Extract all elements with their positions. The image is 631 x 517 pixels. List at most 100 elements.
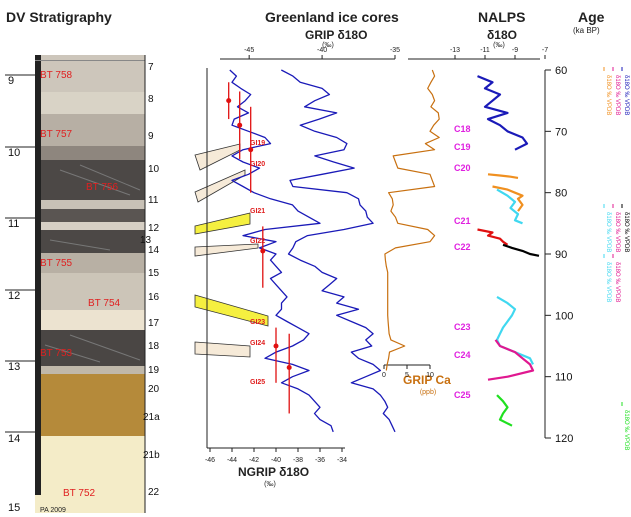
ngrip-axis-unit: (‰) xyxy=(264,481,276,488)
layer-number: 19 xyxy=(148,365,160,376)
legend-entry: δ18O ‰ VPDB xyxy=(605,75,611,115)
sample-label: BT 754 xyxy=(88,298,120,309)
age-tick-label: 80 xyxy=(555,188,567,200)
c-labels: C18 C19 C20 C21 C22 C23 C24 C25 xyxy=(454,124,471,400)
ca-tick-label: 5 xyxy=(405,372,409,379)
grip-ticks: -45 -40 -35 xyxy=(244,47,400,59)
nalps-axis-unit: (‰) xyxy=(493,42,505,49)
ngrip-line xyxy=(229,69,334,433)
sample-label: BT 753 xyxy=(40,348,72,359)
nalps-line xyxy=(496,394,513,427)
age-tick-label: 110 xyxy=(555,372,573,384)
layer-number: 21b xyxy=(143,450,160,461)
nalps-tick-label: -13 xyxy=(450,47,460,54)
error-bar-point xyxy=(260,248,266,254)
greenland-title: Greenland ice cores xyxy=(265,9,399,25)
nalps-line xyxy=(477,228,509,246)
layer-number: 7 xyxy=(148,62,154,73)
ca-ticks: 0 5 10 xyxy=(382,365,434,379)
ca-line xyxy=(384,69,440,371)
nalps-line xyxy=(477,75,529,151)
ngrip-tick-label: -36 xyxy=(315,457,325,464)
legend-entry: δ18O ‰ VPDB xyxy=(623,410,629,450)
sample-labels: BT 758 BT 757 BT 756 BT 755 BT 754 BT 75… xyxy=(40,70,120,514)
legend-entry: δ18O ‰ VPDB xyxy=(614,212,620,252)
layer-number: 15 xyxy=(148,268,160,279)
legend-entry: δ18O ‰ VPDB xyxy=(614,75,620,115)
age-tick-label: 70 xyxy=(555,126,567,138)
depth-label: 11 xyxy=(8,218,19,230)
grip-ca-series xyxy=(384,69,440,371)
nalps-line xyxy=(487,173,519,179)
legend-entry: δ18O ‰ VPDB xyxy=(623,212,629,252)
legend-entry: δ18O ‰ VPDB xyxy=(605,212,611,252)
age-tick-label: 90 xyxy=(555,249,567,261)
ngrip-tick-label: -38 xyxy=(293,457,303,464)
sample-label: BT 757 xyxy=(40,129,72,140)
depth-label: 10 xyxy=(8,147,20,159)
depth-label: 12 xyxy=(8,290,20,302)
gi-label: GI21 xyxy=(250,208,265,215)
legend-entry: δ18O ‰ VPDB xyxy=(605,262,611,302)
error-bar-point xyxy=(286,364,292,370)
nalps-tick-label: -11 xyxy=(480,47,490,54)
c-label: C20 xyxy=(454,163,471,173)
age-tick-label: 120 xyxy=(555,433,573,445)
depth-label: 9 xyxy=(8,75,14,87)
legend-entry: δ18O ‰ VPDB xyxy=(614,262,620,302)
ngrip-tick-label: -44 xyxy=(227,457,237,464)
layer-number: 22 xyxy=(148,487,160,498)
nalps-tick-label: -7 xyxy=(542,47,548,54)
grip-series xyxy=(280,69,396,433)
ca-tick-label: 0 xyxy=(382,372,386,379)
nalps-line xyxy=(496,188,523,225)
c-label: C25 xyxy=(454,390,471,400)
ngrip-plot xyxy=(206,68,345,449)
layer-numbers: 7 8 9 10 11 12 13 14 15 16 17 18 19 20 2… xyxy=(140,62,160,498)
age-error-bars xyxy=(226,82,292,414)
layer-number: 8 xyxy=(148,94,154,105)
grip-line xyxy=(280,69,396,433)
layer-number: 10 xyxy=(148,164,160,175)
sample-label: BT 752 xyxy=(63,488,95,499)
error-bar-point xyxy=(237,122,243,128)
correlation-wedges xyxy=(194,143,269,358)
ca-axis-unit: (ppb) xyxy=(420,389,436,396)
gi-label: GI23 xyxy=(250,319,265,326)
nalps-subtitle: δ18O xyxy=(487,28,517,42)
sample-label: BT 755 xyxy=(40,258,72,269)
nalps-line xyxy=(487,339,535,381)
c-label: C22 xyxy=(454,242,471,252)
gi-labels: GI19 GI20 GI21 GI22 GI23 GI24 GI25 xyxy=(250,140,265,386)
nalps-tick-label: -9 xyxy=(512,47,518,54)
error-bar-point xyxy=(273,343,279,349)
age-axis: 60 70 80 90 100 110 120 xyxy=(545,65,573,445)
ngrip-tick-label: -42 xyxy=(249,457,259,464)
gi-label: GI25 xyxy=(250,379,265,386)
photo-credit: PA 2009 xyxy=(40,507,66,514)
layer-number: 18 xyxy=(148,341,160,352)
layer-number: 20 xyxy=(148,384,160,395)
grip-axis-unit: (‰) xyxy=(322,42,334,49)
age-title: Age xyxy=(578,9,605,25)
layer-number: 13 xyxy=(140,235,152,246)
depth-axis: 9 10 11 12 13 14 15 xyxy=(5,74,35,514)
ngrip-ticks: -46 -44 -42 -40 -38 -36 -34 xyxy=(205,448,347,464)
ngrip-tick-label: -46 xyxy=(205,457,215,464)
nalps-title: NALPS xyxy=(478,9,525,25)
nalps-line xyxy=(495,295,534,365)
layer-number: 21a xyxy=(143,412,160,423)
layer-number: 12 xyxy=(148,223,160,234)
grip-tick-label: -40 xyxy=(317,47,327,54)
c-label: C24 xyxy=(454,350,471,360)
layer-number: 11 xyxy=(148,195,159,206)
ca-tick-label: 10 xyxy=(426,372,434,379)
dv-stratigraphy-title: DV Stratigraphy xyxy=(6,9,112,25)
depth-label: 15 xyxy=(8,502,20,514)
layer-number: 14 xyxy=(148,245,160,256)
nalps-series xyxy=(477,75,540,427)
age-tick-label: 100 xyxy=(555,310,573,322)
c-label: C23 xyxy=(454,322,471,332)
